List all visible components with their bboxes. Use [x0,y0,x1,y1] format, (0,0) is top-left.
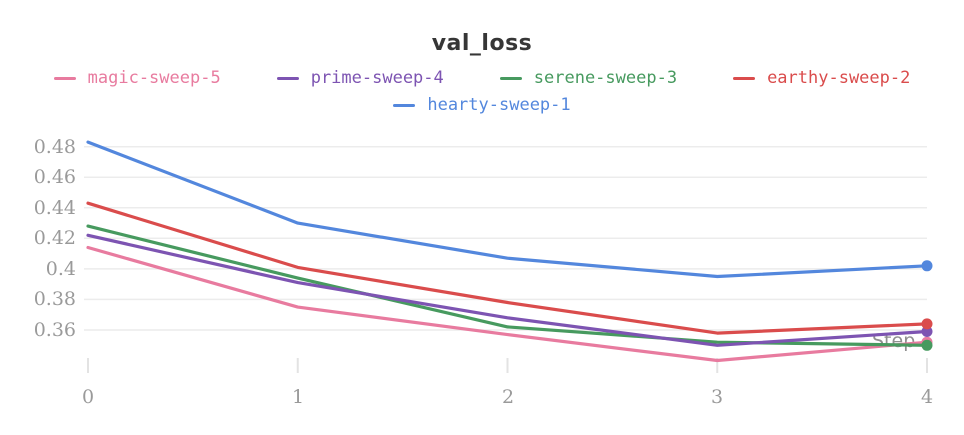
legend-item-serene-sweep-3[interactable]: serene-sweep-3 [499,68,678,88]
legend-label: hearty-sweep-1 [427,95,571,115]
legend-item-magic-sweep-5[interactable]: magic-sweep-5 [53,68,221,88]
y-axis-label: 0.4 [45,258,76,280]
legend-label: prime-sweep-4 [310,68,444,88]
x-axis-label: 1 [291,386,305,408]
legend-label: serene-sweep-3 [533,68,678,88]
endpoint-dot-earthy-sweep-2 [921,318,933,330]
endpoint-dot-prime-sweep-4 [921,326,933,337]
x-axis-label: 4 [920,386,934,408]
legend-label: magic-sweep-5 [87,68,221,88]
chart-title: val_loss [431,31,533,56]
legend-line-swatch-icon [53,76,76,80]
x-axis-label: 3 [710,386,724,408]
y-axis-label: 0.36 [33,319,76,341]
line-prime-sweep-4 [86,233,929,347]
endpoint-dot-hearty-sweep-1 [921,260,933,272]
y-axis-label: 0.46 [33,166,76,188]
line-earthy-sweep-2 [86,201,929,335]
legend-line-swatch-icon [276,76,299,80]
legend-item-prime-sweep-4[interactable]: prime-sweep-4 [276,68,444,88]
legend-item-earthy-sweep-2[interactable]: earthy-sweep-2 [733,68,910,88]
legend-line-swatch-icon [393,103,416,107]
y-axis-label: 0.42 [33,227,76,249]
legend-item-hearty-sweep-1[interactable]: hearty-sweep-1 [393,95,571,115]
x-axis-label: 2 [501,386,515,408]
chart-legend: magic-sweep-5 prime-sweep-4 serene-sweep-3… [12,68,952,115]
y-axis-label: 0.44 [33,197,76,219]
line-hearty-sweep-1 [86,140,929,279]
y-axis-label: 0.48 [33,136,76,158]
legend-line-swatch-icon [733,76,756,80]
legend-label: earthy-sweep-2 [767,68,911,88]
endpoint-dot-serene-sweep-3 [921,339,933,351]
x-axis-label: 0 [81,386,95,408]
y-axis-label: 0.38 [33,288,76,310]
line-serene-sweep-3 [86,224,929,347]
legend-line-swatch-icon [499,76,522,80]
line-magic-sweep-5 [86,245,929,363]
